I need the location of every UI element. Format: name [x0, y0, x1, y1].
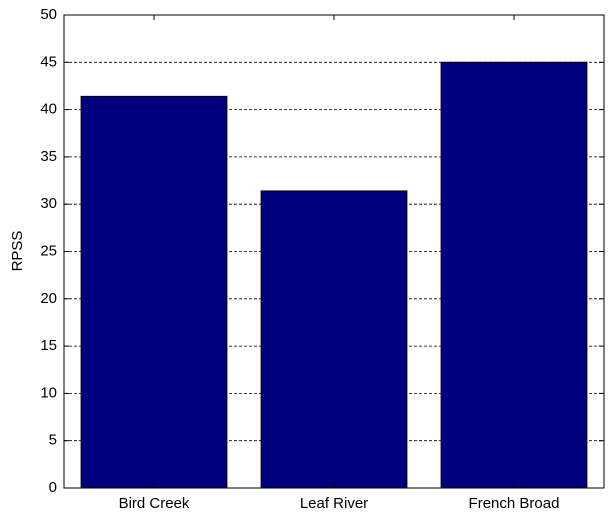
- bar: [440, 61, 588, 489]
- y-tick-label: 40: [40, 101, 57, 118]
- axes-box: [63, 14, 605, 489]
- y-tick-label: 35: [40, 148, 57, 165]
- y-tick-label: 15: [40, 337, 57, 354]
- x-tick-label: Bird Creek: [119, 495, 190, 512]
- y-tick-label: 30: [40, 195, 57, 212]
- y-axis-label: RPSS: [9, 231, 26, 272]
- y-tick-label: 0: [49, 479, 57, 496]
- y-tick-label: 25: [40, 242, 57, 259]
- x-tick-label: French Broad: [469, 495, 560, 512]
- bar: [80, 95, 228, 489]
- x-tick-label: Leaf River: [300, 495, 368, 512]
- y-tick-label: 50: [40, 6, 57, 23]
- y-tick-label: 5: [49, 432, 57, 449]
- y-tick-label: 45: [40, 53, 57, 70]
- y-tick-label: 20: [40, 290, 57, 307]
- bar: [260, 190, 408, 489]
- y-tick-label: 10: [40, 384, 57, 401]
